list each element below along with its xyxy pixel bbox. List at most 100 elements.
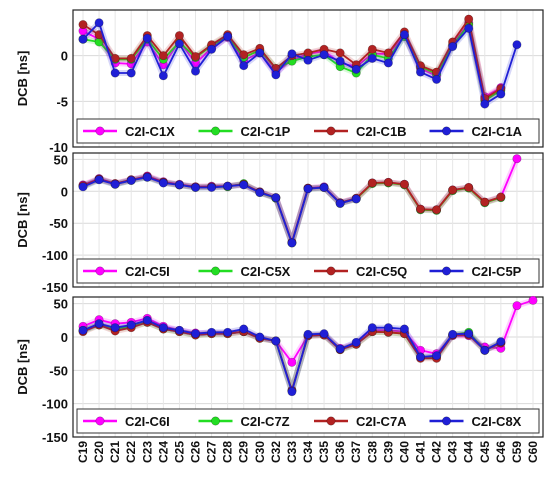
- x-tick-label: C19: [76, 441, 90, 463]
- data-point: [94, 175, 104, 185]
- data-point: [78, 325, 88, 335]
- legend-swatch-marker: [326, 416, 336, 426]
- data-point: [174, 325, 184, 335]
- data-point: [399, 30, 409, 40]
- data-point: [448, 185, 458, 195]
- x-tick-label: C20: [92, 441, 106, 463]
- legend-entry: C2I-C5Q: [356, 264, 407, 279]
- series-c2i-c5i: [78, 154, 522, 247]
- x-tick-label: C33: [285, 441, 299, 463]
- y-tick-label: 50: [54, 297, 68, 312]
- data-point: [142, 33, 152, 43]
- data-point: [335, 48, 345, 58]
- series-c2i-c5p: [78, 172, 361, 248]
- legend-entry: C2I-C7A: [356, 414, 407, 429]
- x-tick-label: C23: [140, 441, 154, 463]
- chart-panel-1: -10 -5 0 DCB [ns] C2I-C1X C2I-C1P C2I-C1B C2I-C…: [15, 9, 544, 155]
- plot-frame: [72, 152, 544, 288]
- x-tick-label: C27: [205, 441, 219, 463]
- legend-swatch-marker: [211, 266, 221, 276]
- data-point: [191, 66, 201, 76]
- data-point: [287, 49, 297, 59]
- data-point: [110, 323, 120, 333]
- data-point: [464, 23, 474, 33]
- data-point: [383, 323, 393, 333]
- data-point: [191, 182, 201, 192]
- data-point: [110, 68, 120, 78]
- data-point: [78, 34, 88, 44]
- data-point: [110, 179, 120, 189]
- data-point: [383, 58, 393, 68]
- y-axis-label: DCB [ns]: [15, 51, 30, 107]
- x-tick-label: C40: [397, 441, 411, 463]
- data-point: [351, 64, 361, 74]
- x-tick-label: C29: [237, 441, 251, 463]
- data-point: [464, 14, 474, 24]
- legend-swatch-marker: [441, 266, 451, 276]
- data-point: [319, 182, 329, 192]
- x-tick-label: C30: [253, 441, 267, 463]
- data-point: [287, 357, 297, 367]
- data-point: [464, 182, 474, 192]
- data-point: [255, 188, 265, 198]
- data-point: [271, 336, 281, 346]
- data-point: [207, 327, 217, 337]
- data-point: [496, 89, 506, 99]
- data-point: [512, 40, 522, 50]
- data-point: [367, 53, 377, 63]
- y-tick-label: -100: [42, 248, 68, 263]
- legend-entry: C2I-C1A: [472, 124, 523, 139]
- data-point: [78, 182, 88, 192]
- data-point: [512, 154, 522, 164]
- legend-swatch-marker: [211, 416, 221, 426]
- chart-panel-2: -150 -100 -50 0 50 DCB [ns] C2I-C5I C2I-C5X C2I-…: [15, 152, 544, 295]
- data-point: [399, 179, 409, 189]
- series-c2i-c1a: [78, 18, 522, 109]
- series-c2i-c8x: [78, 315, 506, 397]
- data-point: [142, 172, 152, 182]
- legend-entry: C2I-C1B: [356, 124, 407, 139]
- chart-panel-3: -150 -100 -50 0 50 DCB [ns] C2I-C6I C2I-C7Z C2I-…: [15, 295, 544, 445]
- data-point: [480, 345, 490, 355]
- data-point: [367, 178, 377, 188]
- data-point: [126, 320, 136, 330]
- data-point: [239, 180, 249, 190]
- data-point: [367, 44, 377, 54]
- x-tick-label: C36: [333, 441, 347, 463]
- data-point: [191, 329, 201, 339]
- data-point: [126, 175, 136, 185]
- legend-swatch-marker: [441, 126, 451, 136]
- legend-entry: C2I-C1X: [125, 124, 175, 139]
- data-point: [158, 51, 168, 61]
- legend-swatch-marker: [95, 416, 105, 426]
- x-tick-label: C60: [526, 441, 540, 463]
- legend-entry: C2I-C5X: [241, 264, 291, 279]
- data-point: [303, 184, 313, 194]
- data-point: [174, 31, 184, 41]
- data-point: [335, 56, 345, 66]
- data-point: [223, 31, 233, 41]
- data-point: [448, 329, 458, 339]
- data-point: [415, 352, 425, 362]
- data-point: [399, 324, 409, 334]
- x-tick-label: C39: [381, 441, 395, 463]
- data-point: [158, 323, 168, 333]
- x-tick-label: C34: [301, 441, 315, 463]
- data-point: [383, 48, 393, 58]
- data-point: [126, 68, 136, 78]
- x-tick-label: C21: [108, 441, 122, 463]
- data-point: [271, 70, 281, 80]
- data-point: [319, 50, 329, 60]
- data-point: [480, 197, 490, 207]
- data-point: [126, 53, 136, 63]
- data-point: [287, 238, 297, 248]
- y-axis-label: DCB [ns]: [15, 339, 30, 395]
- x-tick-label: C41: [414, 441, 428, 463]
- x-tick-label: C32: [269, 441, 283, 463]
- y-tick-label: 50: [54, 152, 68, 167]
- data-point: [223, 327, 233, 337]
- data-point: [174, 39, 184, 49]
- data-point: [158, 178, 168, 188]
- data-point: [496, 192, 506, 202]
